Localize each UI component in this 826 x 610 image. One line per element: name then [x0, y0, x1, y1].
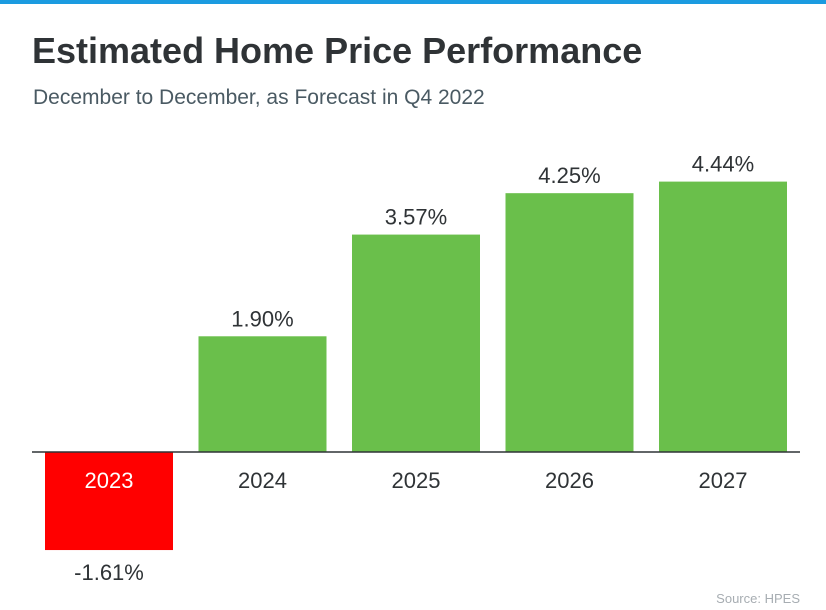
x-tick-label-2026: 2026 — [545, 468, 594, 493]
bar-2027 — [659, 181, 787, 452]
bar-2025 — [352, 234, 480, 452]
bar-2023 — [45, 452, 173, 551]
data-label-2025: 3.57% — [385, 205, 447, 230]
data-label-2026: 4.25% — [538, 163, 600, 188]
source-note: Source: HPES — [716, 591, 800, 606]
x-tick-label-2027: 2027 — [699, 468, 748, 493]
x-tick-label-2023: 2023 — [85, 468, 134, 493]
x-tick-label-2024: 2024 — [238, 468, 287, 493]
data-label-2023: -1.61% — [74, 560, 144, 585]
chart-subtitle: December to December, as Forecast in Q4 … — [33, 86, 485, 109]
x-tick-label-2025: 2025 — [392, 468, 441, 493]
data-label-2024: 1.90% — [231, 306, 293, 331]
top-accent-bar — [0, 0, 826, 4]
chart-title: Estimated Home Price Performance — [32, 30, 643, 71]
bar-2026 — [505, 193, 634, 453]
bar-2024 — [198, 336, 327, 452]
data-label-2027: 4.44% — [692, 152, 754, 177]
